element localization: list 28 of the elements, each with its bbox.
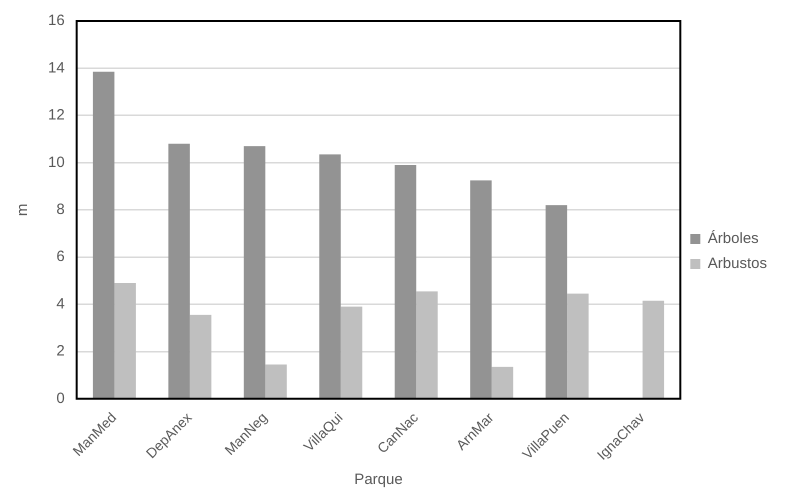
bar — [394, 165, 416, 398]
y-tick-label: 14 — [48, 59, 65, 76]
legend-label: Árboles — [708, 229, 759, 248]
bar — [92, 72, 114, 398]
bar — [265, 364, 287, 398]
y-tick-label: 12 — [48, 106, 65, 124]
bar — [642, 300, 664, 398]
bar — [114, 283, 136, 398]
bar — [492, 366, 514, 398]
bar — [567, 294, 589, 398]
y-tick-label: 16 — [48, 12, 65, 30]
bar — [470, 180, 492, 398]
x-axis-title: Parque — [354, 471, 403, 488]
bar — [319, 154, 341, 398]
y-axis-title: m — [14, 204, 32, 216]
y-tick-label: 10 — [48, 154, 65, 171]
y-tick-label: 6 — [56, 248, 65, 266]
bar — [416, 291, 438, 398]
bar — [244, 146, 266, 398]
y-tick-label: 0 — [56, 390, 65, 407]
bar — [168, 144, 190, 398]
bar — [190, 314, 212, 398]
y-tick-label: 2 — [56, 342, 65, 360]
y-tick-label: 4 — [56, 295, 65, 312]
legend-label: Arbustos — [708, 255, 768, 272]
bar — [340, 306, 362, 398]
y-tick-label: 8 — [56, 201, 65, 218]
bar — [546, 205, 568, 398]
